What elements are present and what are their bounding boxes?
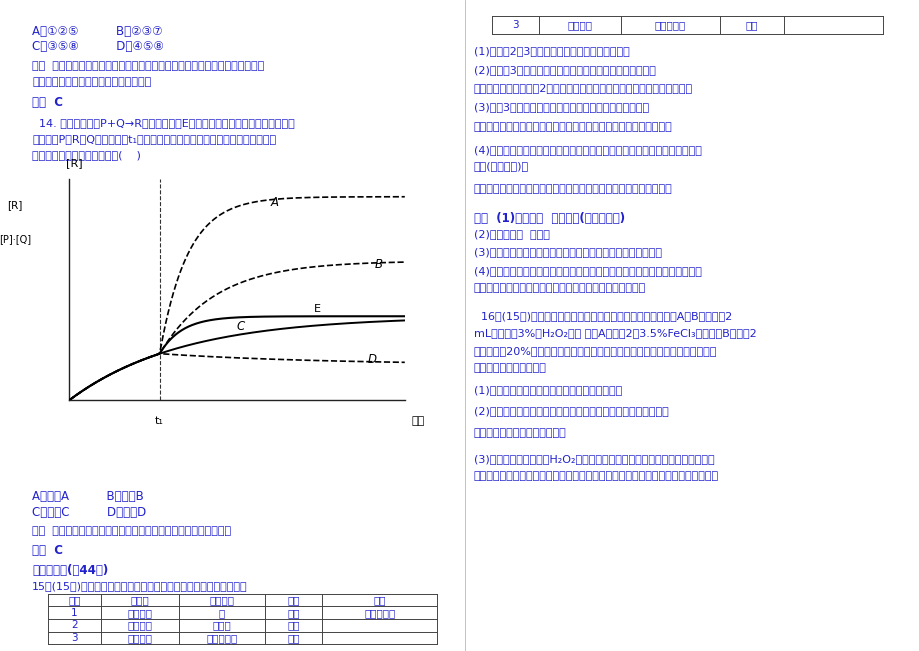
Text: (1)本试验的主要目的是探究＿＿＿＿＿＿＿＿。: (1)本试验的主要目的是探究＿＿＿＿＿＿＿＿。 (473, 385, 621, 395)
Text: t₁: t₁ (155, 416, 164, 426)
Text: 表示此反应进行过程的曲线是(    ): 表示此反应进行过程的曲线是( ) (32, 150, 141, 159)
Text: C．③⑤⑧          D．④⑤⑧: C．③⑤⑧ D．④⑤⑧ (32, 40, 164, 53)
Text: 室温: 室温 (287, 620, 300, 630)
Text: 氧化生成橙红色沉淀。为了鉴定马铃薯块茎是否含有过氧化氢酶，设计了如下试验。: 氧化生成橙红色沉淀。为了鉴定马铃薯块茎是否含有过氧化氢酶，设计了如下试验。 (473, 471, 718, 481)
Text: [R]: [R] (7, 201, 23, 210)
Text: (3)试验3中的土豆浸出液能否重复使用？说明什么问题？: (3)试验3中的土豆浸出液能否重复使用？说明什么问题？ (473, 102, 648, 112)
Text: 过氧化氢: 过氧化氢 (567, 20, 592, 30)
Text: (3)能重复使用，说明酶在催化反应的前后，其数量和性质不变: (3)能重复使用，说明酶在催化反应的前后，其数量和性质不变 (473, 247, 661, 257)
Text: 氯化铁: 氯化铁 (212, 620, 231, 630)
Text: 答案  (1)少量气泡  大量气泡(从上往下写): 答案 (1)少量气泡 大量气泡(从上往下写) (473, 212, 624, 225)
Text: ＿＿＿＿＿＿，与试验2的现象相比，此物质的作用具有＿＿＿＿＿＿＿。: ＿＿＿＿＿＿，与试验2的现象相比，此物质的作用具有＿＿＿＿＿＿＿。 (473, 83, 692, 92)
Text: C: C (237, 320, 244, 333)
Text: 15．(15分)下面是探究过氧化氢分解的系列试验，请回答有关问题。: 15．(15分)下面是探究过氧化氢分解的系列试验，请回答有关问题。 (32, 581, 247, 590)
Text: A: A (270, 195, 278, 208)
Text: 条件: 条件 (287, 595, 300, 605)
Text: 反应物: 反应物 (130, 595, 149, 605)
Text: 答案  C: 答案 C (32, 544, 63, 557)
Text: C．曲线C          D．曲线D: C．曲线C D．曲线D (32, 506, 146, 519)
Text: 部位(举例说明)。: 部位(举例说明)。 (473, 161, 528, 171)
Text: A．曲线A          B．曲线B: A．曲线A B．曲线B (32, 490, 143, 503)
Text: ＿＿＿＿＿＿＿＿＿＿＿＿＿＿＿＿＿＿＿＿＿＿＿＿＿＿＿＿＿。: ＿＿＿＿＿＿＿＿＿＿＿＿＿＿＿＿＿＿＿＿＿＿＿＿＿＿＿＿＿。 (473, 122, 672, 132)
Text: 时间: 时间 (411, 416, 425, 426)
Text: E: E (313, 304, 321, 314)
Text: A．①②⑤          B．②③⑦: A．①②⑤ B．②③⑦ (32, 25, 163, 38)
Text: 序号: 序号 (68, 595, 81, 605)
Text: ＿＿＿＿＿＿＿＿＿＿＿＿＿。: ＿＿＿＿＿＿＿＿＿＿＿＿＿。 (473, 428, 566, 437)
Text: (3)过氧化氢酶也能催化H₂O₂的分解，产生的能使溶于水的无色焦性没食子酸: (3)过氧化氢酶也能催化H₂O₂的分解，产生的能使溶于水的无色焦性没食子酸 (473, 454, 714, 464)
Text: 14. 有一酶促反应P+Q→R，在图中实线E表示在没有酶时此反应的进程，、、: 14. 有一酶促反应P+Q→R，在图中实线E表示在没有酶时此反应的进程，、、 (32, 118, 295, 128)
Text: 无: 无 (219, 608, 225, 618)
Text: D: D (368, 353, 377, 366)
Text: 室温: 室温 (287, 633, 300, 643)
Text: 过氧化氢: 过氧化氢 (128, 620, 153, 630)
Text: 几乎无气泡: 几乎无气泡 (364, 608, 395, 618)
Text: 解析  酶能加快反应速度，缩短到达平衡的时间，但不转变平衡点。: 解析 酶能加快反应速度，缩短到达平衡的时间，但不转变平衡点。 (32, 526, 231, 536)
Text: (2)过氧化氢酶  高效性: (2)过氧化氢酶 高效性 (473, 229, 549, 239)
Text: 16．(15分)为了争辩酶的有关特性，取两支洁净的试管并编号A、B，各注入2: 16．(15分)为了争辩酶的有关特性，取两支洁净的试管并编号A、B，各注入2 (473, 311, 732, 320)
Text: [P]·[Q]: [P]·[Q] (0, 234, 31, 243)
Text: ＿＿＿＿＿＿＿＿＿＿＿＿＿＿＿＿＿＿＿＿＿＿＿＿＿＿＿＿＿。: ＿＿＿＿＿＿＿＿＿＿＿＿＿＿＿＿＿＿＿＿＿＿＿＿＿＿＿＿＿。 (473, 184, 672, 193)
Text: 2: 2 (71, 620, 78, 630)
Text: B: B (374, 258, 382, 271)
Text: 1: 1 (71, 608, 78, 618)
Text: 室温: 室温 (287, 608, 300, 618)
Text: 在代谢中起调控作用的是激素而不是酶。: 在代谢中起调控作用的是激素而不是酶。 (32, 77, 152, 87)
Text: 土豆浸出液: 土豆浸出液 (654, 20, 686, 30)
Text: 土豆浸出液: 土豆浸出液 (206, 633, 237, 643)
Text: (2)假如两支试管的现象均不明显，从试验材料分析，缘由可能是: (2)假如两支试管的现象均不明显，从试验材料分析，缘由可能是 (473, 406, 668, 415)
Text: 分别代表P、R、Q的浓度，在t₁时，将催化此反应的酶加于反应混合物中，图中: 分别代表P、R、Q的浓度，在t₁时，将催化此反应的酶加于反应混合物中，图中 (32, 134, 276, 144)
Text: 3: 3 (512, 20, 518, 30)
Text: 室温: 室温 (745, 20, 757, 30)
Text: (1)将试验2、3的试验现象填写在表中相应位置。: (1)将试验2、3的试验现象填写在表中相应位置。 (473, 46, 629, 55)
Text: 解析  因大多数酶是蛋白质，进入消化道很易被消化，所以不能从食物中获得；: 解析 因大多数酶是蛋白质，进入消化道很易被消化，所以不能从食物中获得； (32, 61, 264, 71)
Text: 加入物质: 加入物质 (210, 595, 234, 605)
Text: mL体积分数3%的H₂O₂溶液 再向A管滴入2滴3.5%FeCl₃溶液，向B管滴入2: mL体积分数3%的H₂O₂溶液 再向A管滴入2滴3.5%FeCl₃溶液，向B管滴… (473, 328, 755, 338)
Text: (4)结合所同学物学问及本试验，简要说明生物体内酶的产生部位和酶的作用: (4)结合所同学物学问及本试验，简要说明生物体内酶的产生部位和酶的作用 (473, 145, 701, 154)
Text: (2)在试验3的土豆浸出液中，对此试验起作用的物质名称叫: (2)在试验3的土豆浸出液中，对此试验起作用的物质名称叫 (473, 65, 655, 75)
Text: 3: 3 (71, 633, 78, 643)
Text: 二、问答题(共44分): 二、问答题(共44分) (32, 564, 108, 577)
Text: (4)大多数酶都是在活细胞的核糖体上产生的。酶可在细胞内起催化作用，如: (4)大多数酶都是在活细胞的核糖体上产生的。酶可在细胞内起催化作用，如 (473, 266, 701, 275)
Text: [R]: [R] (65, 158, 82, 168)
Text: 滴质量分数20%的肝脏研磨液；堵住管口，轻轻振荡；用点燃但无火焰的卫生香: 滴质量分数20%的肝脏研磨液；堵住管口，轻轻振荡；用点燃但无火焰的卫生香 (473, 346, 717, 355)
Text: 有氧呼吸酶；酶也可在细胞外发挥催化作用，如各种消化酶: 有氧呼吸酶；酶也可在细胞外发挥催化作用，如各种消化酶 (473, 283, 645, 293)
Text: 答案  C: 答案 C (32, 96, 63, 109)
Text: 过氧化氢: 过氧化氢 (128, 633, 153, 643)
Text: 过氧化氢: 过氧化氢 (128, 608, 153, 618)
Text: 现象: 现象 (373, 595, 385, 605)
Text: 检验；观看并记录结果。: 检验；观看并记录结果。 (473, 363, 546, 373)
